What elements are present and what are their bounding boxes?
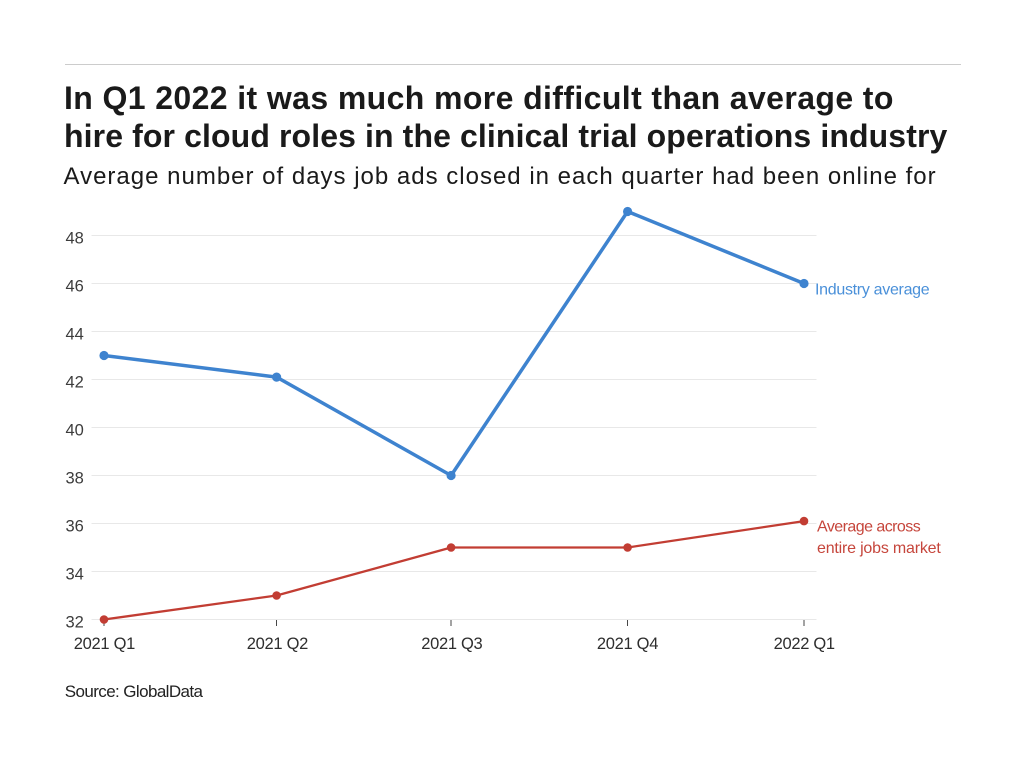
svg-text:40: 40 — [65, 421, 83, 439]
svg-text:2021 Q4: 2021 Q4 — [597, 635, 658, 653]
svg-text:2021 Q2: 2021 Q2 — [247, 635, 308, 653]
svg-text:42: 42 — [65, 373, 83, 391]
svg-text:2022 Q1: 2022 Q1 — [774, 635, 835, 653]
svg-text:2021 Q3: 2021 Q3 — [421, 635, 482, 653]
svg-text:Average across: Average across — [817, 519, 921, 536]
svg-text:34: 34 — [65, 565, 83, 583]
svg-text:36: 36 — [65, 517, 83, 535]
svg-text:Industry average: Industry average — [815, 282, 930, 299]
svg-text:2021 Q1: 2021 Q1 — [74, 635, 135, 653]
svg-text:entire jobs market: entire jobs market — [817, 540, 941, 557]
svg-text:48: 48 — [65, 229, 83, 247]
svg-text:38: 38 — [65, 469, 83, 487]
svg-text:44: 44 — [65, 325, 83, 343]
svg-text:46: 46 — [65, 277, 83, 295]
svg-text:32: 32 — [65, 613, 83, 631]
